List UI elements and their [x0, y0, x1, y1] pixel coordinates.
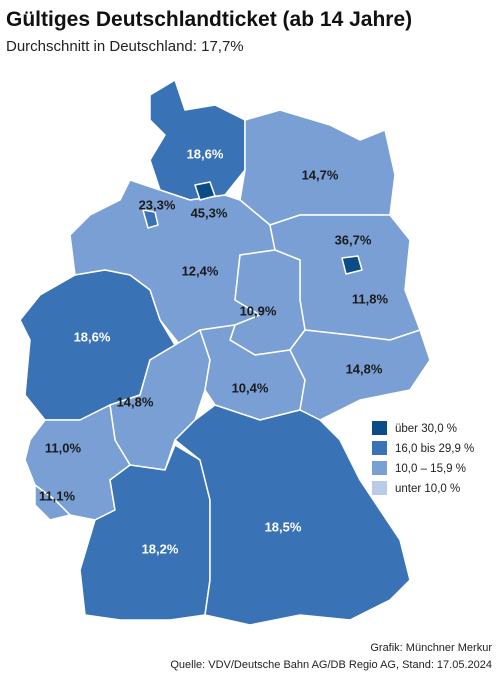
- legend-label: 16,0 bis 29,9 %: [395, 443, 474, 455]
- region-label: 14,8%: [346, 361, 383, 376]
- title: Gültiges Deutschlandticket (ab 14 Jahre): [6, 8, 412, 31]
- region: [289, 329, 431, 421]
- region: [79, 444, 211, 621]
- region: [142, 209, 159, 229]
- region-label: 45,3%: [191, 205, 228, 220]
- region-label: 18,5%: [265, 519, 302, 534]
- region: [341, 255, 363, 275]
- region: [194, 181, 216, 201]
- region-label: 18,6%: [74, 329, 111, 344]
- legend: über 30,0 % 16,0 bis 29,9 % 10,0 – 15,9 …: [372, 421, 474, 495]
- region-label: 10,9%: [240, 303, 277, 318]
- region-label: 11,8%: [352, 291, 389, 306]
- legend-label: über 30,0 %: [395, 423, 457, 435]
- region-label: 10,4%: [232, 380, 269, 395]
- region-label: 11,0%: [45, 440, 82, 455]
- region-label: 14,7%: [302, 167, 339, 182]
- legend-label: 10,0 – 15,9 %: [395, 463, 466, 475]
- source: Quelle: VDV/Deutsche Bahn AG/DB Regio AG…: [170, 659, 492, 671]
- region-label: 12,4%: [182, 263, 219, 278]
- region-label: 23,3%: [139, 197, 176, 212]
- legend-label: unter 10,0 %: [395, 483, 460, 495]
- subtitle: Durchschnitt in Deutschland: 17,7%: [6, 38, 244, 55]
- region-label: 11,1%: [39, 488, 76, 503]
- region-label: 36,7%: [335, 232, 372, 247]
- region-labels: 18,6% 14,7% 12,4% 23,3% 45,3% 36,7% 11,8…: [39, 146, 389, 556]
- legend-swatch: [372, 461, 387, 475]
- legend-swatch: [372, 421, 387, 435]
- region-label: 14,8%: [117, 394, 154, 409]
- region: [34, 484, 71, 521]
- region: [149, 79, 246, 201]
- legend-swatch: [372, 441, 387, 455]
- region: [174, 404, 411, 626]
- states: [19, 79, 431, 626]
- region-label: 18,6%: [187, 146, 224, 161]
- credit: Grafik: Münchner Merkur: [370, 642, 492, 654]
- region-label: 18,2%: [142, 541, 179, 556]
- legend-swatch: [372, 481, 387, 495]
